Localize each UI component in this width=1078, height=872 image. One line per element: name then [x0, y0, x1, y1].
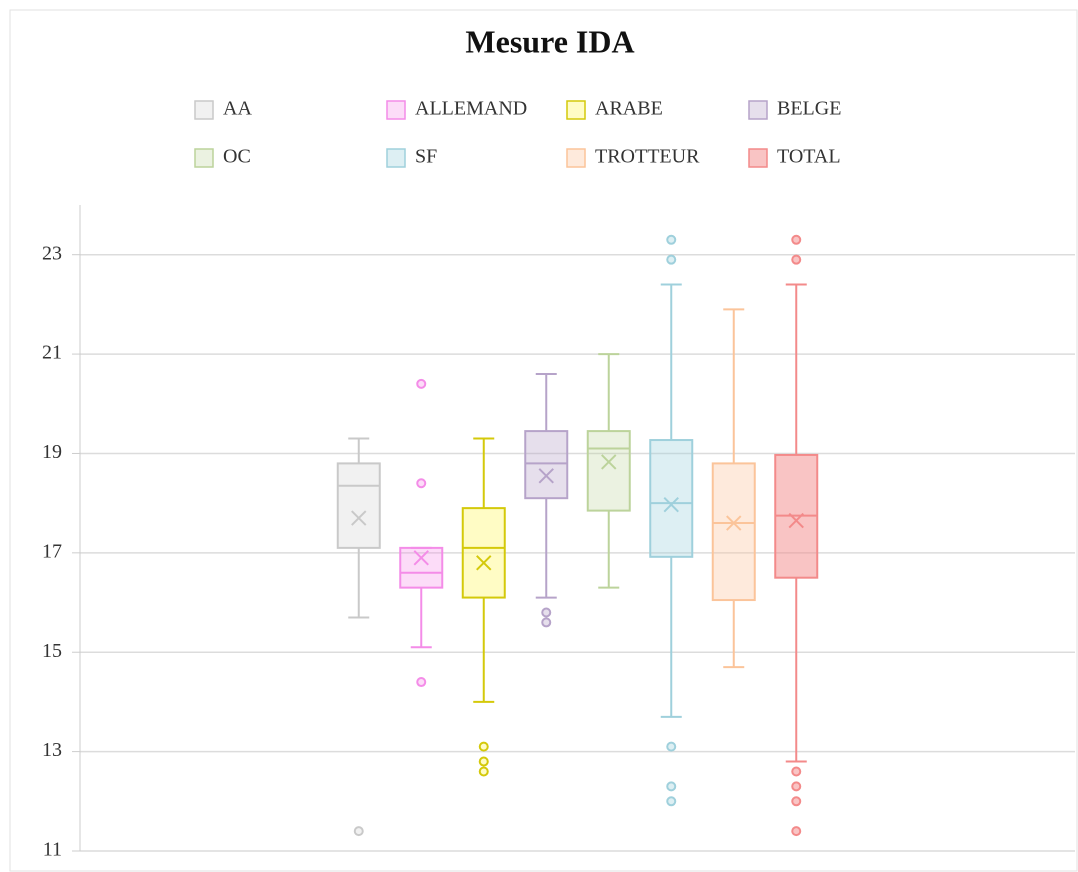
mean [601, 454, 617, 470]
outlier [478, 756, 489, 767]
y-tick-label: 21 [42, 342, 62, 364]
legend-swatch [566, 148, 586, 168]
legend-swatch [194, 148, 214, 168]
outlier [478, 741, 489, 752]
outlier [666, 254, 677, 265]
y-tick-label: 13 [42, 739, 62, 761]
outlier [666, 741, 677, 752]
box [399, 546, 444, 589]
box [586, 430, 631, 512]
outlier [416, 677, 427, 688]
outlier [541, 617, 552, 628]
legend-label: OC [223, 146, 251, 168]
legend-label: TOTAL [777, 146, 841, 168]
legend-swatch [748, 148, 768, 168]
legend-label: SF [415, 146, 437, 168]
outlier [541, 607, 552, 618]
y-tick-label: 19 [42, 441, 62, 463]
y-tick-label: 15 [42, 640, 62, 662]
outlier [791, 781, 802, 792]
box [711, 462, 756, 602]
legend-swatch [566, 100, 586, 120]
y-tick-label: 11 [43, 839, 62, 861]
outlier [791, 826, 802, 837]
legend-swatch [194, 100, 214, 120]
legend-label: TROTTEUR [595, 146, 700, 168]
legend-label: AA [223, 98, 252, 120]
outlier [791, 766, 802, 777]
outlier [666, 234, 677, 245]
mean [663, 496, 679, 513]
outlier [478, 766, 489, 777]
legend-swatch [386, 100, 406, 120]
legend-swatch [748, 100, 768, 120]
chart-title: Mesure IDA [465, 23, 634, 59]
y-tick-label: 23 [42, 242, 62, 264]
mean [726, 515, 742, 531]
outlier [791, 254, 802, 265]
outlier [416, 378, 427, 389]
box [336, 462, 381, 549]
mean [538, 468, 554, 484]
box [461, 507, 506, 599]
outlier [353, 826, 364, 837]
y-tick-label: 17 [42, 540, 62, 562]
legend-swatch [386, 148, 406, 168]
outlier [666, 796, 677, 807]
legend-label: ARABE [595, 98, 663, 120]
box [649, 439, 694, 558]
legend-label: BELGE [777, 98, 841, 120]
box [524, 430, 569, 500]
mean [413, 550, 429, 566]
outlier [791, 796, 802, 807]
legend-label: ALLEMAND [415, 98, 527, 120]
frame [9, 9, 1078, 872]
mean [351, 510, 367, 526]
outlier [666, 781, 677, 792]
mean [476, 555, 492, 571]
mean [788, 512, 804, 529]
outlier [791, 234, 802, 245]
outlier [416, 478, 427, 489]
